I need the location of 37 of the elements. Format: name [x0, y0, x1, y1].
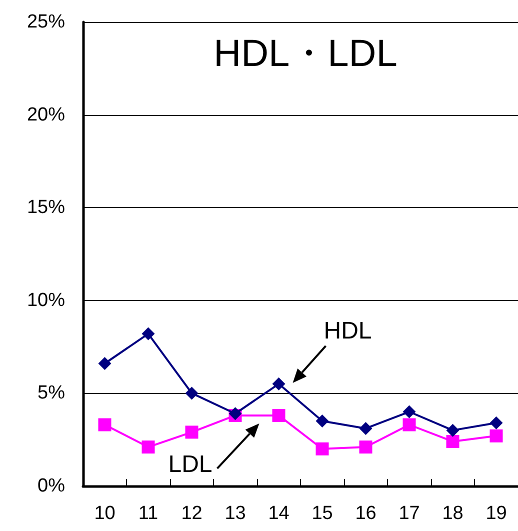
- point: [490, 429, 503, 442]
- point: [402, 405, 416, 418]
- point: [142, 440, 155, 454]
- y-tick-label: 5%: [38, 382, 66, 404]
- text: HDL: [324, 317, 372, 344]
- point: [359, 440, 372, 454]
- y-tick-label: 25%: [26, 12, 66, 32]
- point: [98, 357, 112, 370]
- point: [185, 426, 198, 439]
- x-tick-label: 16: [355, 503, 376, 524]
- point: [359, 422, 372, 435]
- chart-title: HDL・LDL: [214, 33, 398, 75]
- point: [272, 408, 286, 422]
- x-tick-label: 12: [181, 503, 202, 524]
- point: [490, 416, 503, 430]
- x-tick-label: 15: [312, 503, 333, 524]
- point: [402, 418, 416, 432]
- point: [446, 434, 460, 448]
- y-tick-label: 0%: [38, 476, 66, 496]
- x-tick-label: 19: [486, 503, 507, 524]
- x-tick-label: 13: [224, 503, 246, 524]
- x-tick-label: 14: [268, 503, 290, 524]
- x-tick-label: 18: [442, 503, 464, 524]
- series-label: LDL: [168, 450, 212, 478]
- point: [316, 442, 329, 456]
- point: [185, 386, 198, 400]
- x-tick-label: 10: [94, 503, 116, 524]
- point: [446, 424, 460, 437]
- point: [316, 414, 329, 428]
- y-tick-label: 20%: [26, 104, 66, 126]
- y-tick-label: 10%: [26, 290, 66, 311]
- point: [98, 418, 112, 432]
- y-tick-label: 15%: [26, 197, 66, 218]
- point: [142, 327, 155, 340]
- point: [272, 377, 286, 390]
- x-tick-label: 17: [398, 503, 420, 524]
- x-tick-label: 11: [138, 503, 158, 524]
